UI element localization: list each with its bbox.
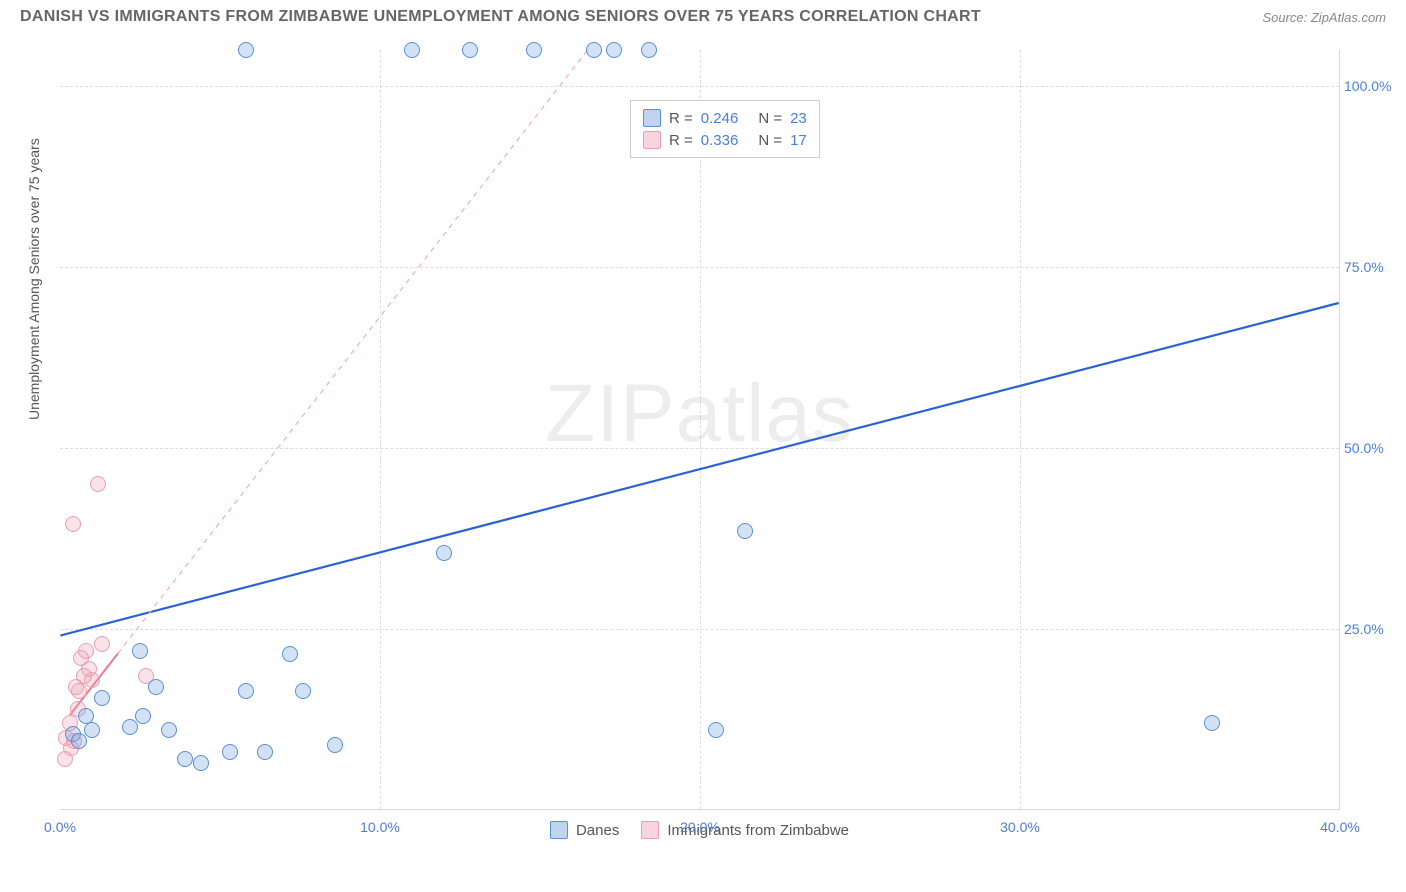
data-point-danes (84, 722, 100, 738)
chart-header: DANISH VS IMMIGRANTS FROM ZIMBABWE UNEMP… (0, 0, 1406, 30)
data-point-danes (132, 643, 148, 659)
y-axis-label: Unemployment Among Seniors over 75 years (26, 138, 42, 420)
data-point-danes (606, 42, 622, 58)
chart-source: Source: ZipAtlas.com (1262, 10, 1386, 25)
legend-correlation-box: R = 0.246 N = 23 R = 0.336 N = 17 (630, 100, 820, 158)
x-tick-label: 0.0% (44, 819, 76, 835)
legend-item-danes: Danes (550, 821, 619, 839)
data-point-danes (193, 755, 209, 771)
n-label: N = (758, 132, 782, 149)
chart-plot-area: ZIPatlas R = 0.246 N = 23 R = 0.336 N = … (60, 50, 1340, 810)
grid-line (380, 50, 381, 809)
grid-line (700, 50, 701, 809)
legend-row-zimbabwe: R = 0.336 N = 17 (643, 129, 807, 151)
data-point-danes (238, 42, 254, 58)
grid-line (60, 629, 1339, 630)
y-tick-label: 25.0% (1344, 621, 1399, 637)
data-point-danes (94, 690, 110, 706)
data-point-danes (462, 42, 478, 58)
x-tick-label: 10.0% (360, 819, 400, 835)
legend-row-danes: R = 0.246 N = 23 (643, 107, 807, 129)
data-point-danes (327, 737, 343, 753)
data-point-danes (161, 722, 177, 738)
data-point-danes (1204, 715, 1220, 731)
data-point-zimbabwe (65, 516, 81, 532)
data-point-danes (238, 683, 254, 699)
data-point-danes (222, 744, 238, 760)
r-label: R = (669, 110, 693, 127)
x-tick-label: 30.0% (1000, 819, 1040, 835)
data-point-zimbabwe (78, 643, 94, 659)
swatch-blue-icon (550, 821, 568, 839)
grid-line (60, 448, 1339, 449)
data-point-danes (71, 733, 87, 749)
data-point-danes (122, 719, 138, 735)
data-point-danes (737, 523, 753, 539)
data-point-zimbabwe (90, 476, 106, 492)
data-point-danes (586, 42, 602, 58)
zimbabwe-r-value: 0.336 (701, 132, 739, 149)
data-point-danes (436, 545, 452, 561)
data-point-zimbabwe (71, 683, 87, 699)
y-tick-label: 100.0% (1344, 78, 1399, 94)
data-point-danes (404, 42, 420, 58)
data-point-danes (708, 722, 724, 738)
legend-item-zimbabwe: Immigrants from Zimbabwe (641, 821, 849, 839)
swatch-blue-icon (643, 109, 661, 127)
grid-line (60, 86, 1339, 87)
data-point-zimbabwe (84, 672, 100, 688)
n-label: N = (758, 110, 782, 127)
data-point-danes (295, 683, 311, 699)
y-tick-label: 75.0% (1344, 259, 1399, 275)
danes-n-value: 23 (790, 110, 807, 127)
data-point-danes (177, 751, 193, 767)
swatch-pink-icon (641, 821, 659, 839)
grid-line (60, 267, 1339, 268)
swatch-pink-icon (643, 131, 661, 149)
data-point-danes (282, 646, 298, 662)
data-point-danes (641, 42, 657, 58)
data-point-danes (526, 42, 542, 58)
grid-line (1020, 50, 1021, 809)
data-point-danes (135, 708, 151, 724)
zimbabwe-n-value: 17 (790, 132, 807, 149)
chart-title: DANISH VS IMMIGRANTS FROM ZIMBABWE UNEMP… (20, 8, 981, 26)
r-label: R = (669, 132, 693, 149)
data-point-zimbabwe (94, 636, 110, 652)
data-point-danes (257, 744, 273, 760)
legend-label-danes: Danes (576, 822, 619, 839)
danes-r-value: 0.246 (701, 110, 739, 127)
y-tick-label: 50.0% (1344, 440, 1399, 456)
data-point-danes (148, 679, 164, 695)
x-tick-label: 20.0% (680, 819, 720, 835)
x-tick-label: 40.0% (1320, 819, 1360, 835)
